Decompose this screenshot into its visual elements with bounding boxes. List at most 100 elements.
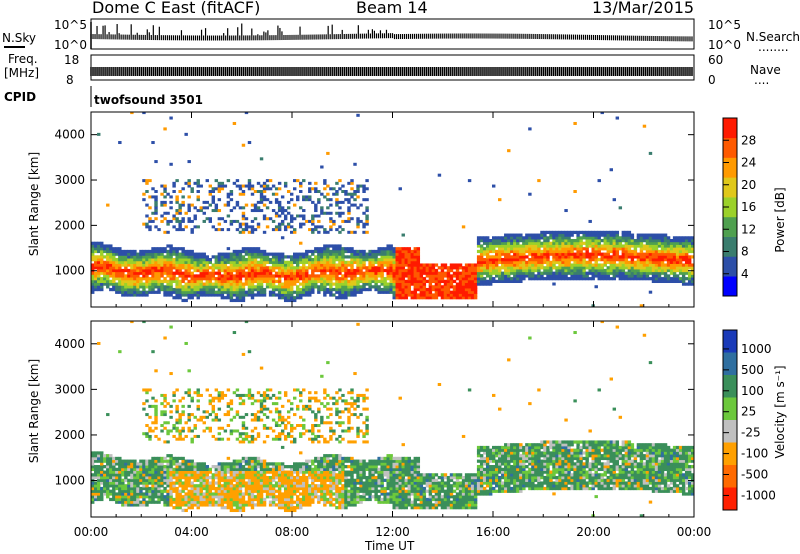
power-cell	[510, 266, 514, 270]
velocity-cell	[121, 473, 125, 477]
power-cell	[205, 274, 209, 278]
power-cell	[259, 271, 264, 275]
velocity-cell	[103, 475, 107, 480]
velocity-cell	[148, 415, 152, 419]
power-cell	[498, 238, 502, 243]
power-cell	[94, 263, 98, 267]
velocity-cell	[106, 465, 110, 469]
power-cell	[383, 268, 387, 273]
power-cell	[118, 258, 122, 262]
power-cell	[145, 277, 149, 281]
power-cell	[519, 268, 523, 273]
power-cell	[597, 236, 601, 240]
power-cell	[488, 268, 493, 273]
power-cell	[482, 258, 487, 262]
power-cell	[576, 274, 580, 278]
power-cell	[678, 255, 683, 259]
power-cell	[241, 247, 246, 251]
power-cell	[633, 241, 638, 245]
power-cell	[446, 277, 451, 281]
power-cell	[220, 287, 225, 292]
power-cell	[639, 274, 644, 278]
power-cell	[217, 263, 222, 267]
power-cell	[311, 282, 315, 286]
power-cell	[591, 236, 595, 240]
power-cell	[232, 249, 237, 254]
power-cell	[398, 277, 402, 281]
power-cell	[684, 268, 689, 273]
power-cell	[567, 268, 571, 273]
power-cell	[528, 127, 532, 131]
power-cell	[262, 266, 267, 270]
power-cell	[145, 279, 149, 284]
power-cell	[145, 252, 149, 256]
power-cell	[151, 274, 155, 278]
power-cell	[259, 195, 264, 199]
power-cell	[341, 268, 345, 273]
power-cell	[145, 258, 149, 262]
velocity-cell	[175, 404, 179, 408]
power-cell	[615, 233, 620, 237]
power-cell	[305, 249, 309, 254]
velocity-cell	[166, 492, 170, 496]
power-cell	[229, 290, 234, 294]
power-cell	[365, 206, 369, 210]
power-cell	[130, 258, 134, 262]
power-cell	[302, 252, 306, 256]
power-cell	[588, 236, 592, 240]
power-cell	[687, 238, 692, 243]
velocity-cell	[103, 470, 107, 474]
power-cell	[94, 277, 98, 281]
power-cell	[419, 274, 424, 278]
power-cell	[169, 263, 173, 267]
power-cell	[196, 209, 200, 213]
power-cell	[368, 258, 372, 262]
power-cell	[365, 271, 369, 275]
power-cell	[317, 258, 321, 262]
power-cell	[588, 244, 592, 248]
power-cell	[555, 241, 559, 245]
velocity-cell	[181, 475, 185, 480]
power-cell	[633, 271, 638, 275]
power-cell	[537, 255, 541, 259]
velocity-cell	[145, 470, 149, 474]
power-cell	[172, 277, 176, 281]
power-cell	[271, 260, 276, 264]
power-cell	[211, 225, 216, 229]
power-cell	[151, 219, 155, 223]
power-cell	[106, 203, 110, 207]
power-cell	[253, 279, 258, 284]
power-cell	[666, 268, 671, 273]
power-cell	[588, 263, 592, 267]
velocity-cell	[121, 503, 125, 507]
power-cell	[434, 263, 439, 267]
power-cell	[383, 247, 387, 251]
power-cell	[244, 293, 249, 297]
power-cell	[678, 263, 683, 267]
power-cell	[648, 290, 653, 294]
velocity-cell	[124, 489, 128, 493]
power-cell	[401, 287, 405, 292]
power-cell	[289, 230, 294, 234]
power-cell	[326, 268, 330, 273]
power-cell	[425, 290, 430, 294]
power-cell	[356, 187, 360, 191]
power-cell	[380, 282, 384, 286]
power-cell	[193, 181, 197, 185]
power-cell	[392, 258, 396, 262]
power-cell	[241, 285, 246, 289]
velocity-cell	[106, 462, 110, 466]
velocity-cell	[163, 486, 167, 491]
velocity-cell	[154, 481, 158, 485]
power-cell	[133, 258, 137, 262]
power-cell	[289, 279, 294, 284]
power-cell	[561, 271, 565, 275]
power-cell	[615, 271, 620, 275]
velocity-cell	[103, 481, 107, 485]
power-cell	[510, 277, 514, 281]
power-cell	[211, 293, 216, 297]
power-cell	[437, 282, 442, 286]
power-cell	[501, 277, 505, 281]
power-cell	[404, 279, 408, 284]
power-cell	[326, 263, 330, 267]
